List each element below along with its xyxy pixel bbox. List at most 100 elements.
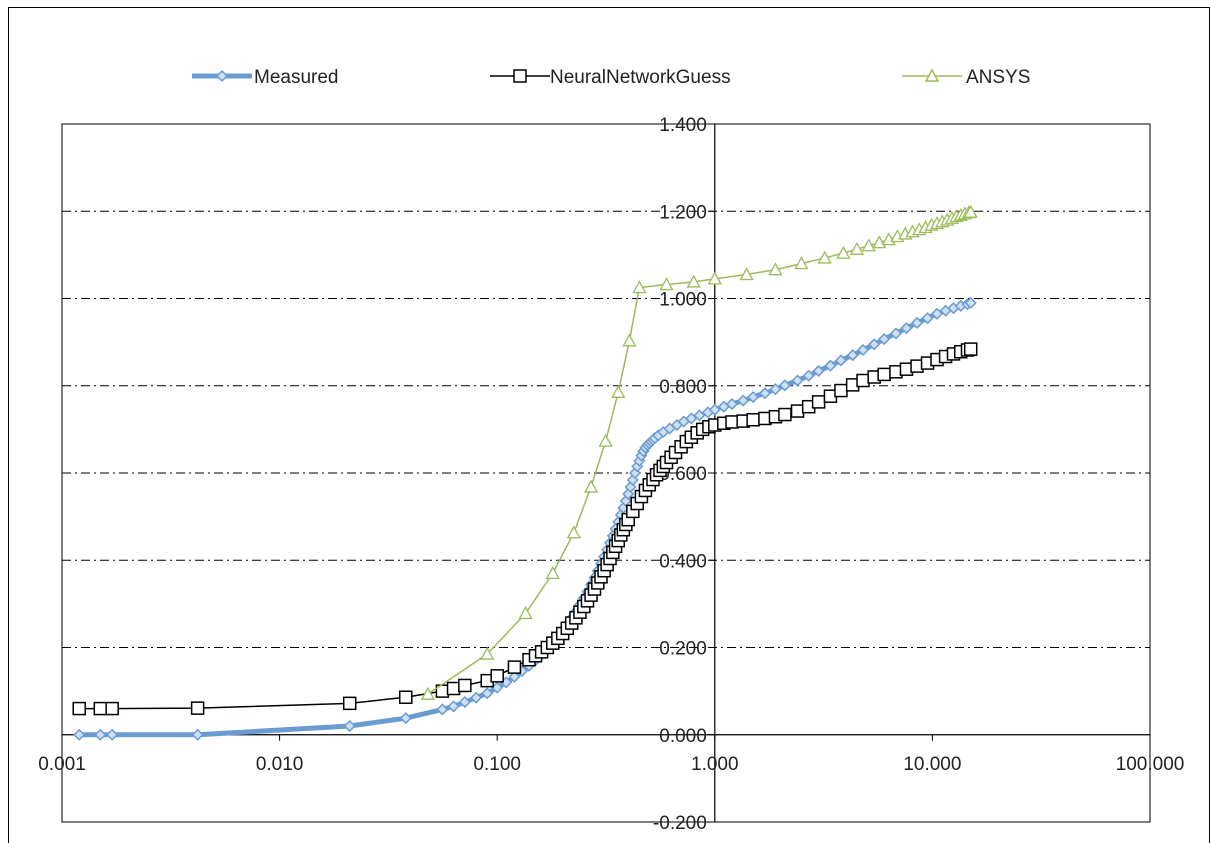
data-point-neuralnetworkguess [458,678,472,693]
legend-marker-ansys [924,68,940,82]
data-point-ansys [861,238,876,252]
data-point-ansys [707,271,722,285]
data-point-ansys [598,433,613,447]
data-point-measured [685,412,698,425]
data-point-ansys [583,479,599,493]
data-point-ansys [420,686,435,700]
data-point-measured [964,296,977,309]
y-tick-label: 1.000 [659,290,707,311]
data-point-measured [191,728,204,741]
legend-label-ansys: ANSYS [966,67,1030,88]
data-point-measured [73,728,86,741]
legend-label-neuralnetworkguess: NeuralNetworkGuess [550,67,731,88]
data-point-measured [889,327,903,340]
data-point-measured [758,387,772,400]
data-point-measured [693,409,706,422]
data-point-neuralnetworkguess [746,413,760,427]
data-point-measured [921,312,934,325]
data-point-ansys [622,333,637,347]
data-point-measured [930,307,944,320]
data-point-measured [436,703,449,716]
legend: Measured NeuralNetworkGuess ANSYS [192,67,1030,88]
series-line-ansys [427,211,971,695]
data-point-measured [856,343,870,357]
y-tick-label: 0.000 [659,726,707,747]
data-point-neuralnetworkguess [399,690,413,704]
data-point-neuralnetworkguess [790,404,805,418]
y-tick-label: 1.400 [659,115,707,136]
y-tick-label: 0.400 [659,551,707,572]
data-point-ansys [632,280,647,294]
data-point-measured [458,695,471,709]
data-point-measured [834,354,848,367]
data-point-measured [900,322,913,335]
data-point-measured [106,728,119,741]
data-point-ansys [611,384,626,398]
data-point-neuralnetworkguess [190,701,205,715]
data-point-neuralnetworkguess [877,367,891,382]
legend-marker-measured [215,69,229,83]
y-tick-label: 0.800 [659,377,707,398]
data-point-neuralnetworkguess [93,701,108,716]
data-point-neuralnetworkguess [778,407,792,422]
data-point-ansys [963,204,978,218]
data-point-measured [747,391,760,404]
data-point-ansys [836,245,851,259]
y-tick-label: -0.200 [653,813,707,834]
data-point-neuralnetworkguess [72,701,86,716]
data-point-ansys [686,274,701,288]
legend-marker-neuralnetworkguess [513,69,527,83]
data-point-measured [802,369,815,382]
data-point-neuralnetworkguess [342,696,357,711]
data-point-ansys [480,646,495,660]
data-point-neuralnetworkguess [490,669,504,683]
data-point-neuralnetworkguess [507,660,522,674]
data-point-measured [94,728,107,741]
data-point-measured [878,333,891,346]
y-tick-label: 1.200 [659,202,707,223]
legend-entry-measured: Measured [192,67,339,88]
data-point-ansys [545,565,560,579]
data-point-measured [619,494,632,507]
data-point-ansys [768,262,783,276]
data-point-ansys [849,241,865,255]
legend-label-measured: Measured [254,67,339,88]
data-point-measured [708,403,721,416]
data-point-measured [824,359,837,372]
data-point-measured [343,719,356,733]
data-point-ansys [739,267,754,281]
data-point-ansys [566,525,581,539]
data-point-measured [481,687,494,700]
data-point-measured [624,480,637,494]
data-point-ansys [817,250,832,264]
x-tick-label: 0.100 [473,754,521,775]
data-point-measured [868,338,881,351]
data-point-measured [791,374,804,387]
data-point-neuralnetworkguess [105,701,119,716]
x-tick-label: 10.000 [903,754,961,775]
data-point-measured [846,349,859,362]
data-point-measured [508,670,521,683]
data-point-measured [778,379,791,392]
x-tick-label: 1.000 [691,754,739,775]
data-point-ansys [518,606,533,620]
data-point-ansys [659,277,674,291]
data-point-measured [447,700,460,713]
data-point-measured [910,316,924,329]
legend-entry-neuralnetworkguess: NeuralNetworkGuess [490,67,731,88]
data-point-measured [769,383,782,396]
plot-border [61,123,1151,823]
data-point-measured [737,394,750,407]
data-point-ansys [794,256,809,270]
x-tick-label: 0.001 [38,754,86,775]
data-point-neuralnetworkguess [963,342,978,356]
y-tick-label: 0.200 [659,639,707,660]
x-tick-label: 100.000 [1116,754,1185,775]
data-point-neuralnetworkguess [834,383,848,398]
data-point-neuralnetworkguess [856,373,870,388]
data-point-measured [812,364,825,377]
data-point-neuralnetworkguess [446,681,461,696]
data-point-measured [470,691,483,704]
plot-area: 0.001 0.010 0.100 1.000 10.000 100.000 -0.200 0… [38,115,1184,834]
